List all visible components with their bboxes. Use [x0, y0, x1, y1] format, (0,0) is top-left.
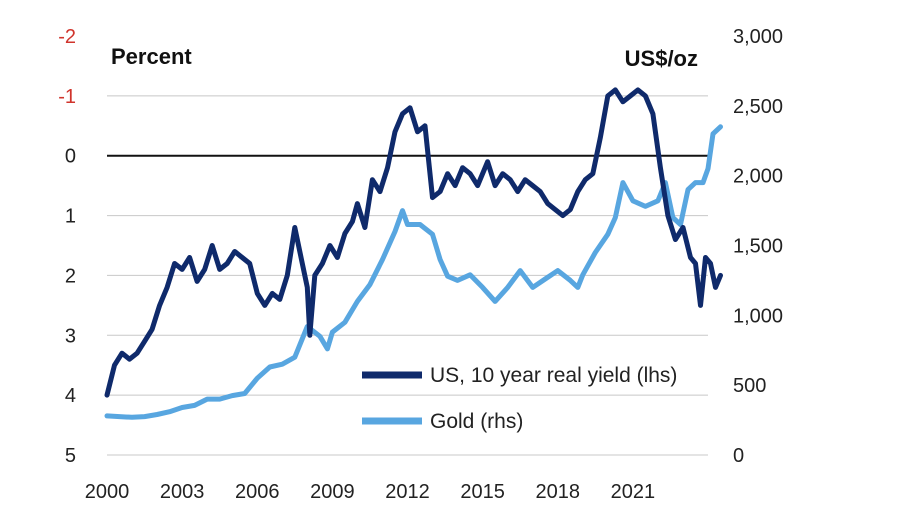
left-tick-label: 3: [65, 325, 76, 347]
gridlines: [107, 95, 708, 456]
left-tick-label: 0: [65, 146, 76, 168]
right-tick-label: 3,000: [733, 26, 783, 48]
x-tick-label: 2015: [460, 481, 505, 503]
x-tick-label: 2000: [85, 481, 130, 503]
x-tick-label: 2003: [160, 481, 205, 503]
x-tick-label: 2012: [385, 481, 430, 503]
left-tick-label: 2: [65, 265, 76, 287]
left-axis-label: Percent: [111, 44, 192, 69]
left-tick-label: 5: [65, 445, 76, 467]
series-lines: [104, 87, 723, 420]
right-tick-label: 2,000: [733, 166, 783, 188]
x-tick-label: 2006: [235, 481, 280, 503]
left-tick-label: -1: [58, 86, 76, 108]
x-tick-label: 2009: [310, 481, 355, 503]
right-tick-label: 1,000: [733, 305, 783, 327]
right-axis-label: US$/oz: [625, 46, 698, 71]
legend-label-gold: Gold (rhs): [430, 410, 523, 433]
x-tick-label: 2021: [611, 481, 656, 503]
right-tick-label: 0: [733, 445, 744, 467]
left-tick-label: -2: [58, 26, 76, 48]
series-line-real-yield: [104, 87, 723, 398]
legend: US, 10 year real yield (lhs) Gold (rhs): [362, 364, 677, 433]
right-tick-label: 500: [733, 375, 766, 397]
left-axis-ticks: -2 -1 0 1 2 3 4 5: [58, 26, 76, 467]
legend-label-real-yield: US, 10 year real yield (lhs): [430, 364, 677, 387]
x-axis-ticks: 2000 2003 2006 2009 2012 2015 2018 2021: [85, 481, 655, 503]
left-tick-label: 1: [65, 206, 76, 228]
right-axis-ticks: 3,000 2,500 2,000 1,500 1,000 500 0: [733, 26, 783, 467]
right-tick-label: 2,500: [733, 96, 783, 118]
left-tick-label: 4: [65, 385, 76, 407]
series-line-gold: [104, 124, 723, 420]
x-tick-label: 2018: [536, 481, 581, 503]
right-tick-label: 1,500: [733, 236, 783, 258]
